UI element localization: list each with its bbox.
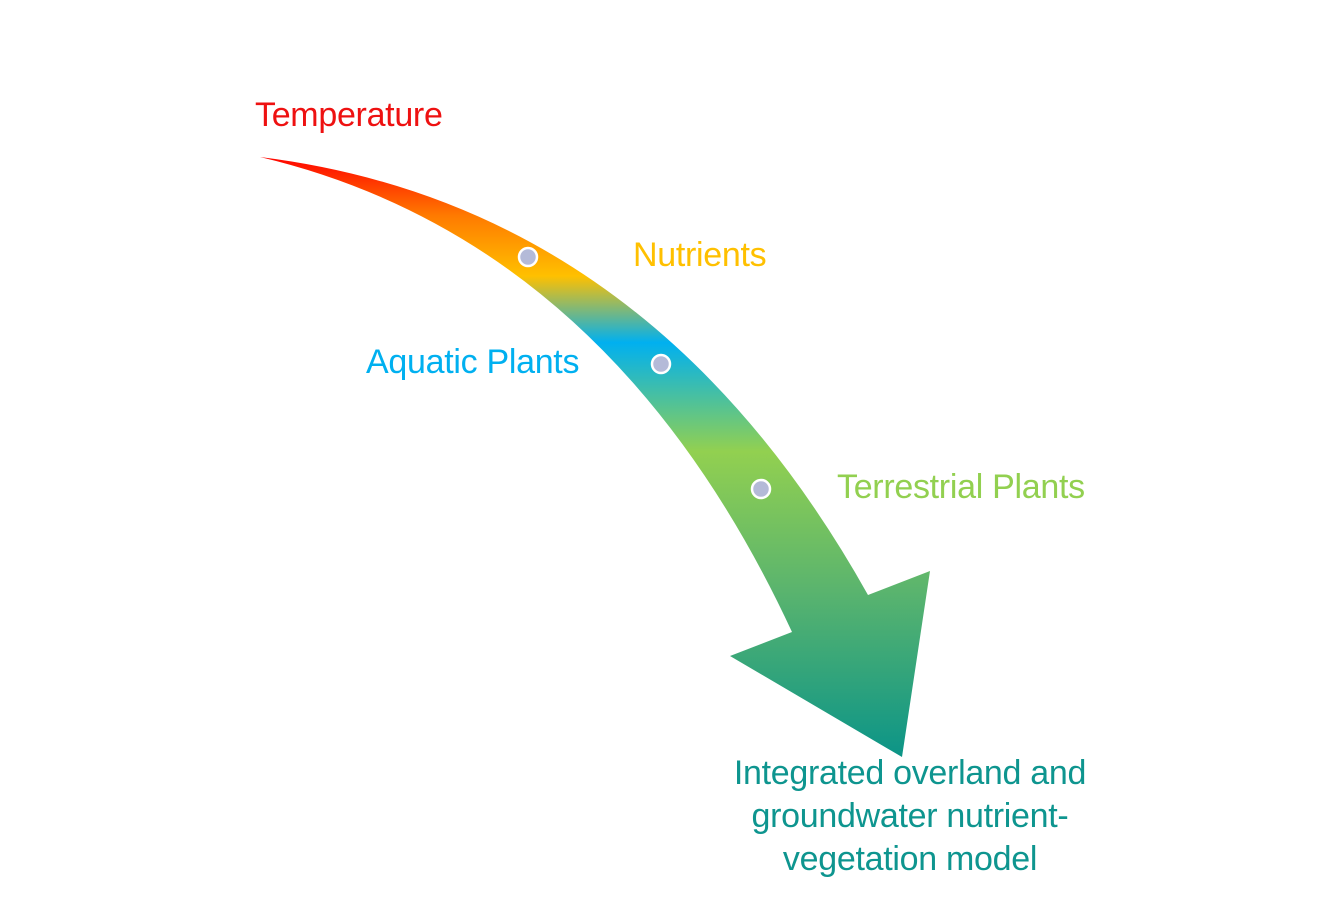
aquatic-plants-label: Aquatic Plants <box>366 343 580 381</box>
integrated-model-label-line-1: Integrated overland and <box>733 754 1087 792</box>
terrestrial-plants-marker <box>750 478 772 500</box>
integrated-model-label-line-2: groundwater nutrient- <box>751 797 1069 835</box>
temperature-label: Temperature <box>255 96 443 134</box>
nutrients-marker <box>517 246 539 268</box>
aquatic-plants-marker <box>650 353 672 375</box>
nutrients-label: Nutrients <box>633 236 767 274</box>
integrated-model-label-line-3: vegetation model <box>782 840 1038 878</box>
terrestrial-plants-label: Terrestrial Plants <box>837 468 1085 506</box>
integrated-model-label: Integrated overland and groundwater nutr… <box>700 752 1120 881</box>
curved-arrow-shape <box>260 157 930 757</box>
